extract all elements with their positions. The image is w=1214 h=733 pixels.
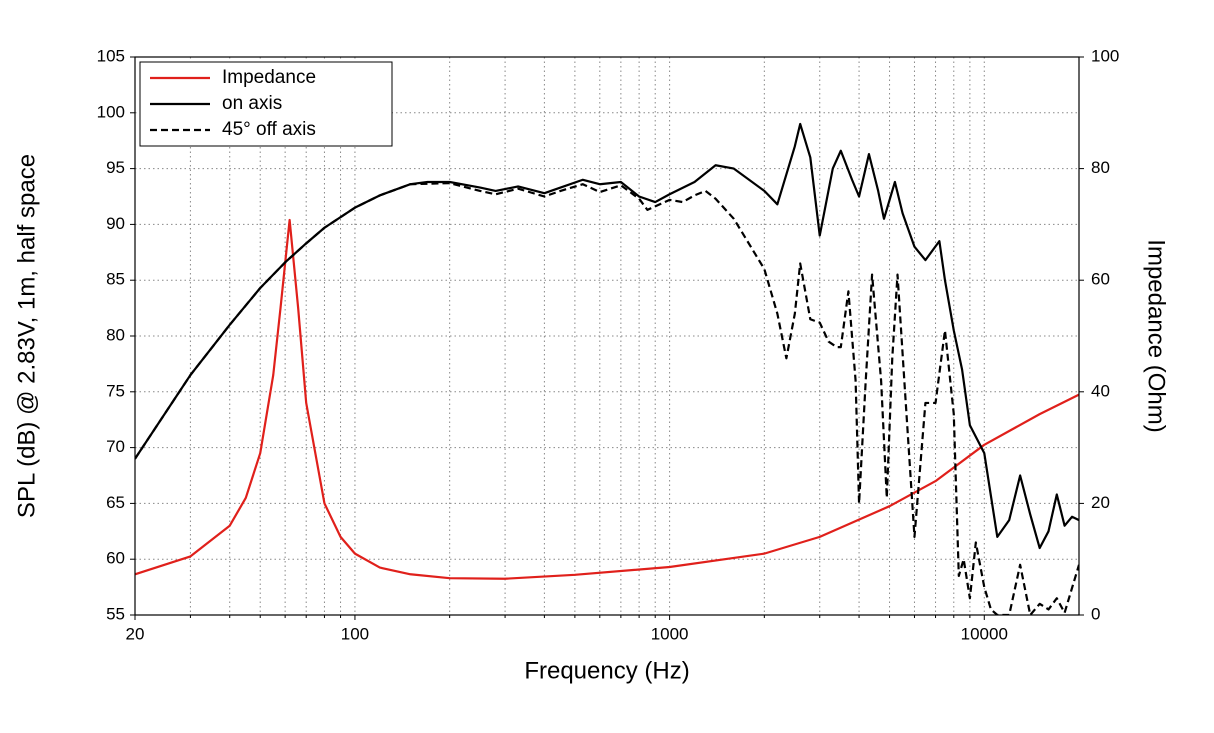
y2-tick-label: 60 bbox=[1091, 270, 1110, 289]
series-line bbox=[135, 218, 1079, 580]
plot-area bbox=[135, 122, 1079, 615]
x-tick-label: 100 bbox=[341, 624, 369, 643]
y-tick-label: 60 bbox=[106, 549, 125, 568]
x-tick-label: 20 bbox=[126, 624, 145, 643]
x-tick-label: 10000 bbox=[961, 624, 1008, 643]
series-line bbox=[135, 182, 1079, 615]
y-tick-label: 95 bbox=[106, 158, 125, 177]
legend-label: on axis bbox=[222, 93, 282, 114]
series-line bbox=[135, 122, 1079, 550]
y-tick-label: 80 bbox=[106, 325, 125, 344]
y-tick-label: 55 bbox=[106, 604, 125, 623]
plot-frame bbox=[134, 56, 1080, 616]
y2-tick-label: 0 bbox=[1091, 604, 1100, 623]
y2-tick-label: 20 bbox=[1091, 493, 1110, 512]
y-axis-label: SPL (dB) @ 2.83V, 1m, half space bbox=[13, 154, 40, 518]
x-axis-label: Frequency (Hz) bbox=[524, 657, 689, 684]
y2-tick-label: 80 bbox=[1091, 158, 1110, 177]
y-tick-label: 65 bbox=[106, 493, 125, 512]
y-tick-label: 90 bbox=[106, 214, 125, 233]
y-tick-label: 100 bbox=[97, 102, 125, 121]
y-tick-label: 105 bbox=[97, 46, 125, 65]
legend-label: 45° off axis bbox=[222, 119, 316, 140]
y-tick-label: 85 bbox=[106, 270, 125, 289]
y-tick-label: 75 bbox=[106, 381, 125, 400]
y-tick-label: 70 bbox=[106, 437, 125, 456]
y2-axis-label: Impedance (Ohm) bbox=[1143, 239, 1170, 432]
y2-tick-label: 100 bbox=[1091, 46, 1119, 65]
legend-label: Impedance bbox=[222, 67, 316, 88]
x-tick-label: 1000 bbox=[651, 624, 689, 643]
y2-tick-label: 40 bbox=[1091, 381, 1110, 400]
